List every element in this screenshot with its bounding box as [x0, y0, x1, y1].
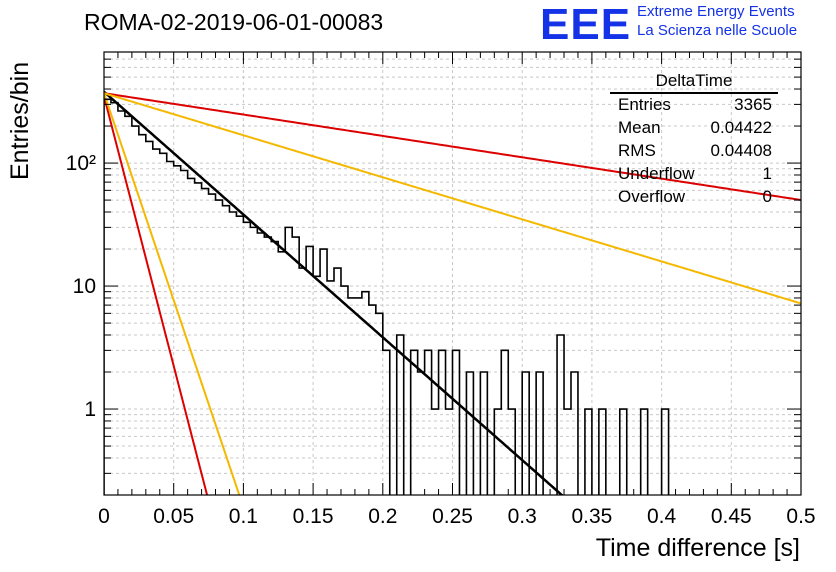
fit-curve-1 [104, 92, 801, 201]
x-tick-label: 0.25 [432, 505, 473, 528]
axes [103, 51, 802, 496]
fit-curve-2 [104, 92, 801, 305]
stats-value: 0.04422 [710, 118, 772, 137]
x-tick-label: 0.5 [786, 505, 815, 528]
stats-label: RMS [618, 141, 656, 160]
stats-value: 3365 [734, 95, 772, 114]
stats-title: DeltaTime [610, 70, 778, 94]
x-tick-label: 0 [98, 505, 110, 528]
y-axis-label: Entries/bin [6, 61, 34, 180]
histogram-outline [104, 98, 670, 495]
stats-value: 0.04408 [710, 141, 772, 160]
y-tick-labels: 1 10 10² [66, 152, 96, 421]
chart-title: ROMA-02-2019-06-01-00083 [84, 9, 384, 35]
stats-box: DeltaTime Entries 3365 Mean 0.04422 RMS … [610, 70, 778, 209]
x-axis-label: Time difference [s] [595, 534, 800, 562]
stats-value: 1 [762, 164, 772, 183]
fit-curves [104, 90, 801, 495]
stats-value: 0 [762, 187, 772, 206]
x-tick-label: 0.45 [711, 505, 752, 528]
x-tick-label: 0.4 [647, 505, 677, 528]
x-tick-labels: 0 0.05 0.1 0.15 0.2 0.25 0.3 0.35 0.4 0.45 0.5 [98, 505, 815, 528]
stats-row-rms: RMS 0.04408 [610, 140, 778, 163]
stats-row-mean: Mean 0.04422 [610, 117, 778, 140]
fit-curve-3 [104, 95, 209, 495]
x-tick-label: 0.1 [229, 505, 258, 528]
x-tick-label: 0.2 [368, 505, 397, 528]
stats-row-underflow: Underflow 1 [610, 163, 778, 186]
fit-curve-0 [104, 90, 564, 495]
x-tick-label: 0.15 [293, 505, 334, 528]
stats-row-entries: Entries 3365 [610, 94, 778, 117]
stats-row-overflow: Overflow 0 [610, 186, 778, 209]
stats-label: Mean [618, 118, 661, 137]
y-tick-label: 1 [84, 398, 96, 421]
logo-line-1: Extreme Energy Events [637, 3, 795, 20]
y-tick-label: 10² [66, 152, 96, 175]
logo-line-2: La Scienza nelle Scuole [637, 22, 798, 39]
x-tick-label: 0.3 [508, 505, 537, 528]
histogram-bars [104, 98, 670, 495]
stats-label: Entries [618, 95, 671, 114]
eee-logo: EEE [540, 0, 632, 49]
stats-label: Underflow [618, 164, 695, 183]
x-tick-label: 0.05 [153, 505, 194, 528]
x-tick-label: 0.35 [571, 505, 612, 528]
y-tick-label: 10 [73, 275, 96, 298]
stats-label: Overflow [618, 187, 686, 206]
fit-curve-4 [104, 92, 241, 495]
